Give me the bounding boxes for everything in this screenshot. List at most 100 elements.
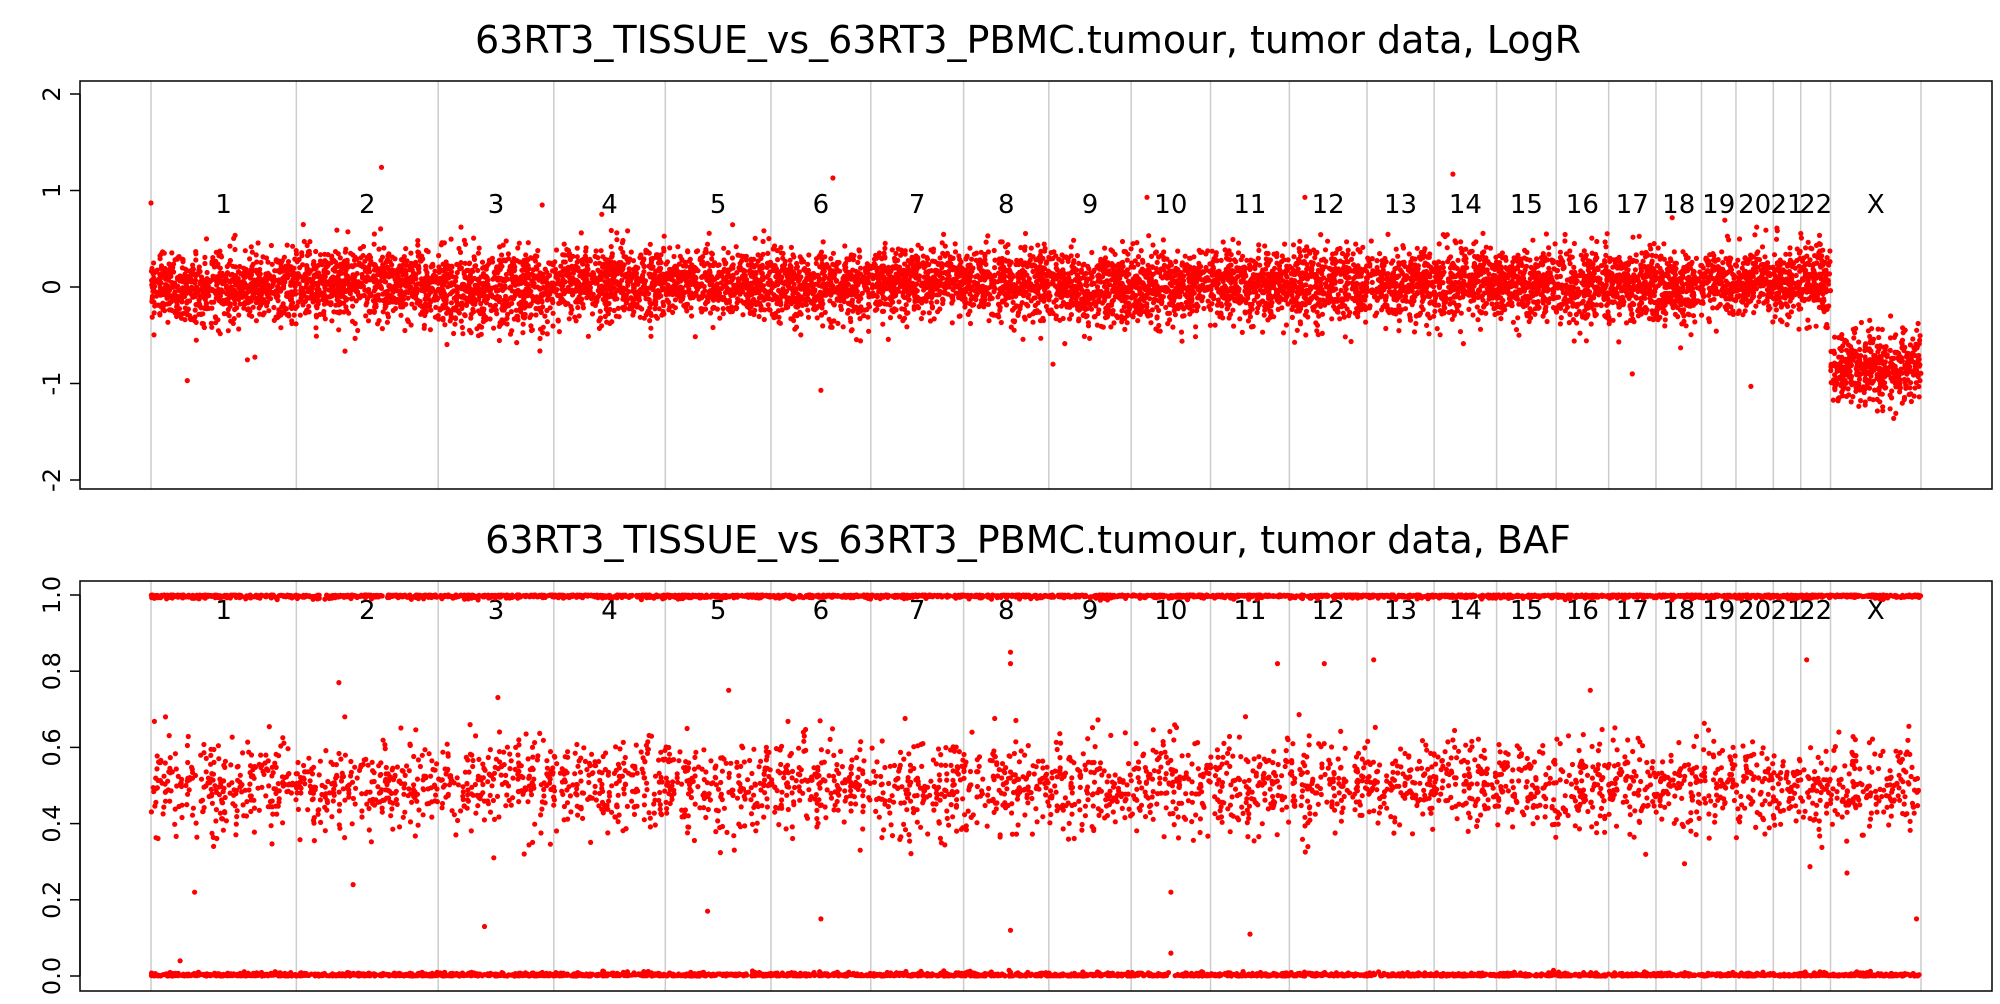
data-point <box>338 310 343 315</box>
data-point <box>819 257 824 262</box>
data-point <box>231 321 236 326</box>
data-point <box>609 244 614 249</box>
data-point <box>625 228 630 233</box>
data-point <box>563 302 568 307</box>
data-point <box>609 319 614 324</box>
data-point <box>661 248 666 253</box>
data-point <box>696 294 701 299</box>
data-point <box>574 264 579 269</box>
data-point <box>512 316 517 321</box>
data-point <box>299 285 304 290</box>
data-point <box>1012 318 1017 323</box>
data-point <box>526 240 531 245</box>
data-point <box>820 323 825 328</box>
data-point <box>1039 270 1044 275</box>
data-point <box>253 281 258 286</box>
data-point <box>541 285 546 290</box>
chromosome-label: 10 <box>1154 190 1187 220</box>
data-point <box>831 269 836 274</box>
data-point <box>742 268 747 273</box>
data-point <box>1030 320 1035 325</box>
data-point <box>538 336 543 341</box>
data-point <box>343 247 348 252</box>
data-point <box>700 259 705 264</box>
data-point <box>206 278 211 283</box>
data-point <box>680 258 685 263</box>
data-point <box>936 262 941 267</box>
data-point <box>935 309 940 314</box>
data-point <box>752 299 757 304</box>
data-point <box>1026 295 1031 300</box>
data-point <box>243 248 248 253</box>
data-point <box>458 225 463 230</box>
data-point <box>633 268 638 273</box>
data-point <box>437 307 442 312</box>
data-point <box>1009 273 1014 278</box>
data-point <box>552 259 557 264</box>
data-point <box>290 292 295 297</box>
data-point <box>563 279 568 284</box>
data-point <box>341 285 346 290</box>
data-point <box>209 325 214 330</box>
data-point <box>731 293 736 298</box>
data-point <box>685 281 690 286</box>
data-point <box>982 302 987 307</box>
data-point <box>436 287 441 292</box>
data-point <box>1067 316 1072 321</box>
data-point <box>284 264 289 269</box>
data-point <box>626 279 631 284</box>
data-point <box>846 275 851 280</box>
data-point <box>949 301 954 306</box>
data-point <box>329 291 334 296</box>
data-point <box>810 284 815 289</box>
data-point <box>727 274 732 279</box>
data-point <box>828 280 833 285</box>
data-point <box>975 291 980 296</box>
data-point <box>723 261 728 266</box>
data-point <box>252 355 257 360</box>
data-point <box>165 288 170 293</box>
data-point <box>504 238 509 243</box>
data-point <box>361 244 366 249</box>
data-point <box>151 260 156 265</box>
data-point <box>638 287 643 292</box>
data-point <box>683 305 688 310</box>
data-point <box>694 249 699 254</box>
data-point <box>1071 238 1076 243</box>
data-point <box>656 260 661 265</box>
data-point <box>556 318 561 323</box>
data-point <box>192 314 197 319</box>
data-point <box>359 262 364 267</box>
data-point <box>1125 252 1130 257</box>
data-point <box>336 292 341 297</box>
data-point <box>575 305 580 310</box>
data-point <box>972 252 977 257</box>
data-point <box>580 282 585 287</box>
data-point <box>620 238 625 243</box>
chromosome-label: 19 <box>1702 190 1735 220</box>
data-point <box>749 292 754 297</box>
data-point <box>448 318 453 323</box>
data-point <box>352 258 357 263</box>
data-point <box>977 265 982 270</box>
data-point <box>529 328 534 333</box>
data-point <box>655 316 660 321</box>
data-point <box>285 312 290 317</box>
data-point <box>643 287 648 292</box>
data-point <box>215 317 220 322</box>
data-point <box>408 251 413 256</box>
data-point <box>232 316 237 321</box>
data-point <box>288 304 293 309</box>
data-point <box>296 271 301 276</box>
data-point <box>241 286 246 291</box>
chromosome-label: 18 <box>1662 190 1695 220</box>
data-point <box>259 301 264 306</box>
data-point <box>383 290 388 295</box>
data-point <box>544 308 549 313</box>
data-point <box>887 278 892 283</box>
data-point <box>984 240 989 245</box>
data-point <box>601 297 606 302</box>
data-point <box>873 301 878 306</box>
data-point <box>456 246 461 251</box>
data-point <box>896 299 901 304</box>
